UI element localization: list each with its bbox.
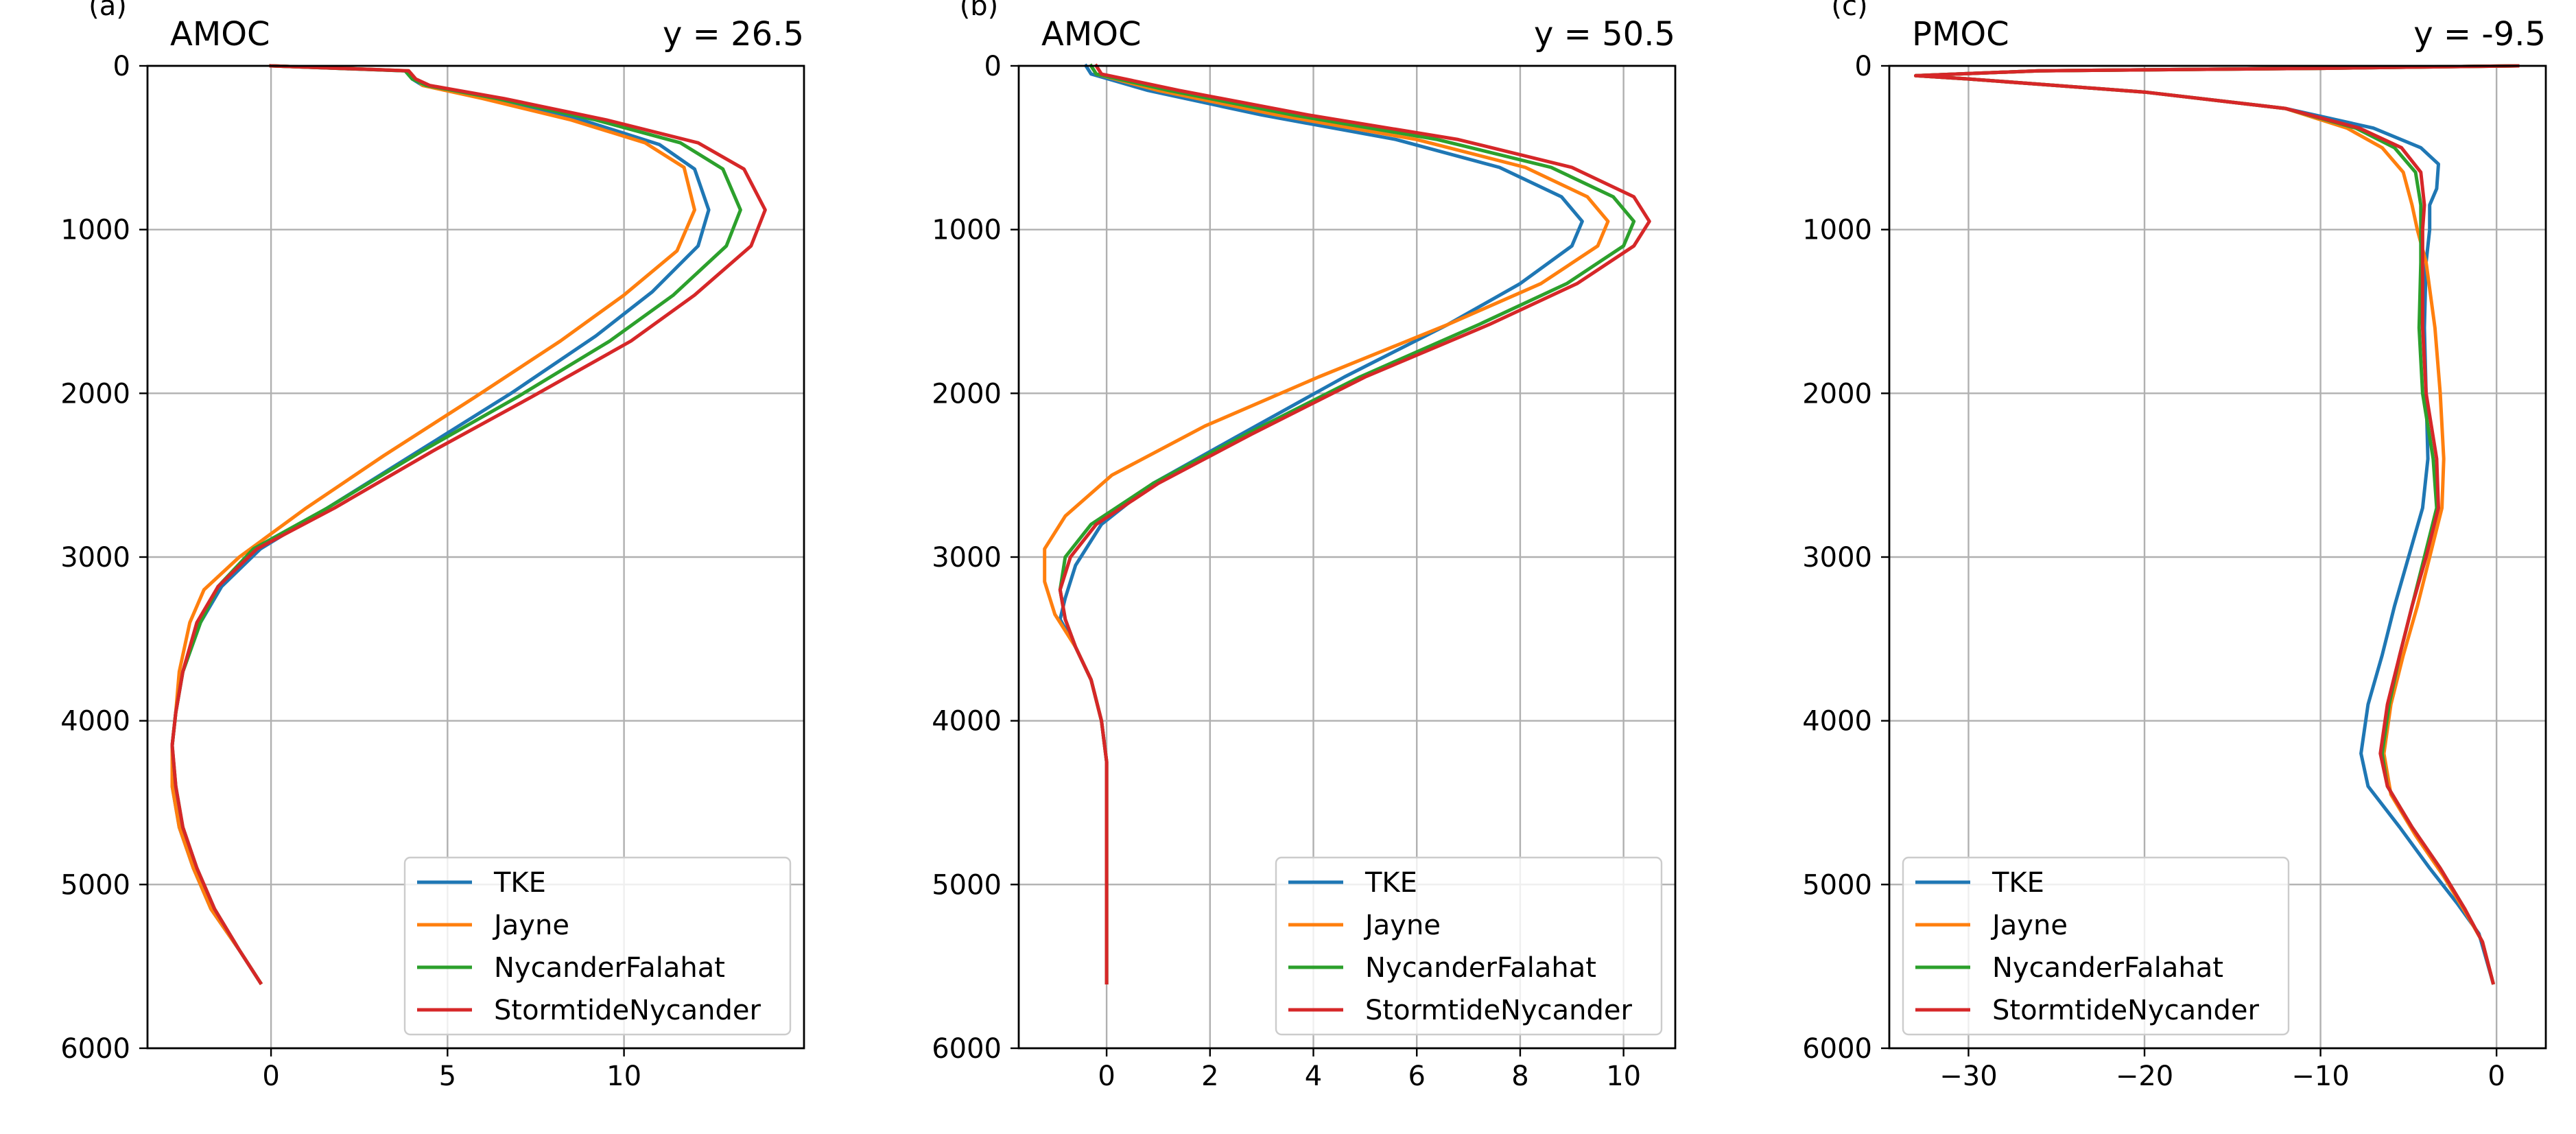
series-line-stormtidenycander: [170, 64, 767, 985]
legend: TKE Jayne NycanderFalahat StormtideNycander: [1902, 856, 2290, 1036]
y-tick-label: 2000: [1802, 378, 1872, 410]
series-line-tke: [1058, 63, 1584, 984]
y-tick-label: 6000: [932, 1033, 1002, 1065]
panel-label: (b): [960, 0, 999, 22]
panel-c: −30 −20 −10 0 0 1000 2000 3000 4000 5000 6000 (c) PM…: [1802, 0, 2547, 1092]
x-tick-label: −20: [2116, 1061, 2173, 1092]
x-tick-label: 6: [1408, 1061, 1426, 1092]
title-right: y = -9.5: [2413, 15, 2546, 54]
x-tick-label: 2: [1201, 1061, 1218, 1092]
x-tick-label: −10: [2291, 1061, 2349, 1092]
y-tick-label: 3000: [932, 542, 1002, 574]
y-tick-label: 5000: [1802, 869, 1872, 901]
y-tick-label: 0: [984, 51, 1002, 82]
y-tick-label: 4000: [932, 706, 1002, 737]
y-tick-label: 0: [113, 51, 130, 82]
y-tick-label: 1000: [60, 215, 130, 246]
legend-label: TKE: [493, 867, 546, 899]
x-tick-label: 0: [2488, 1061, 2505, 1092]
y-tick-label: 5000: [60, 869, 130, 901]
series-line-tke: [1914, 64, 2520, 985]
legend-label: StormtideNycander: [1365, 995, 1633, 1026]
x-tick-label: 5: [439, 1061, 456, 1092]
series-line-tke: [170, 64, 711, 985]
y-tick-label: 1000: [932, 215, 1002, 246]
legend-label: Jayne: [1990, 910, 2068, 941]
title-left: AMOC: [170, 15, 270, 54]
x-tick-label: 4: [1305, 1061, 1322, 1092]
legend-label: NycanderFalahat: [1365, 952, 1596, 984]
title-left: AMOC: [1041, 15, 1142, 54]
legend-label: TKE: [1992, 867, 2044, 899]
series-line-nycanderfalahat: [1914, 64, 2520, 985]
title-right: y = 50.5: [1534, 15, 1675, 54]
legend-box: [1902, 856, 2290, 1036]
legend-label: StormtideNycander: [1992, 995, 2260, 1026]
y-tick-label: 6000: [60, 1033, 130, 1065]
series-line-stormtidenycander: [1058, 63, 1651, 984]
legend-label: Jayne: [492, 910, 569, 941]
y-tick-label: 1000: [1802, 215, 1872, 246]
y-tick-label: 2000: [60, 378, 130, 410]
x-tick-label: 8: [1511, 1061, 1528, 1092]
title-left: PMOC: [1912, 15, 2009, 54]
panel-label: (c): [1831, 0, 1867, 22]
x-tick-label: 10: [1606, 1061, 1641, 1092]
series-line-jayne: [170, 64, 696, 985]
y-tick-label: 3000: [1802, 542, 1872, 574]
x-tick-label: 0: [1098, 1061, 1115, 1092]
series-line-jayne: [1043, 63, 1610, 984]
y-tick-label: 6000: [1802, 1033, 1872, 1065]
panel-label: (a): [88, 0, 127, 22]
series-line-stormtidenycander: [1914, 64, 2520, 985]
legend-box: [403, 856, 792, 1036]
x-tick-label: −30: [1939, 1061, 1997, 1092]
y-tick-label: 2000: [932, 378, 1002, 410]
title-right: y = 26.5: [663, 15, 804, 54]
legend-label: NycanderFalahat: [494, 952, 725, 984]
legend-label: StormtideNycander: [494, 995, 761, 1026]
legend-label: TKE: [1364, 867, 1417, 899]
x-tick-label: 10: [606, 1061, 641, 1092]
y-tick-label: 4000: [60, 706, 130, 737]
series-line-nycanderfalahat: [1058, 63, 1636, 984]
y-tick-label: 5000: [932, 869, 1002, 901]
x-tick-label: 0: [262, 1061, 279, 1092]
legend: TKE Jayne NycanderFalahat StormtideNycander: [1275, 856, 1663, 1036]
legend-box: [1275, 856, 1663, 1036]
legend-label: NycanderFalahat: [1992, 952, 2223, 984]
legend: TKE Jayne NycanderFalahat StormtideNycander: [403, 856, 792, 1036]
panel-b: 0 2 4 6 8 10 0 1000 2000 3000 4000 5000 6000 (b) AMOC y…: [932, 0, 1677, 1092]
series-line-jayne: [1914, 64, 2520, 985]
panel-a: 0 5 10 0 1000 2000 3000 4000 5000 6000 (a) AMOC y = …: [60, 0, 805, 1092]
legend-label: Jayne: [1363, 910, 1441, 941]
y-tick-label: 0: [1855, 51, 1872, 82]
y-tick-label: 3000: [60, 542, 130, 574]
series-line-nycanderfalahat: [170, 64, 742, 985]
y-tick-label: 4000: [1802, 706, 1872, 737]
